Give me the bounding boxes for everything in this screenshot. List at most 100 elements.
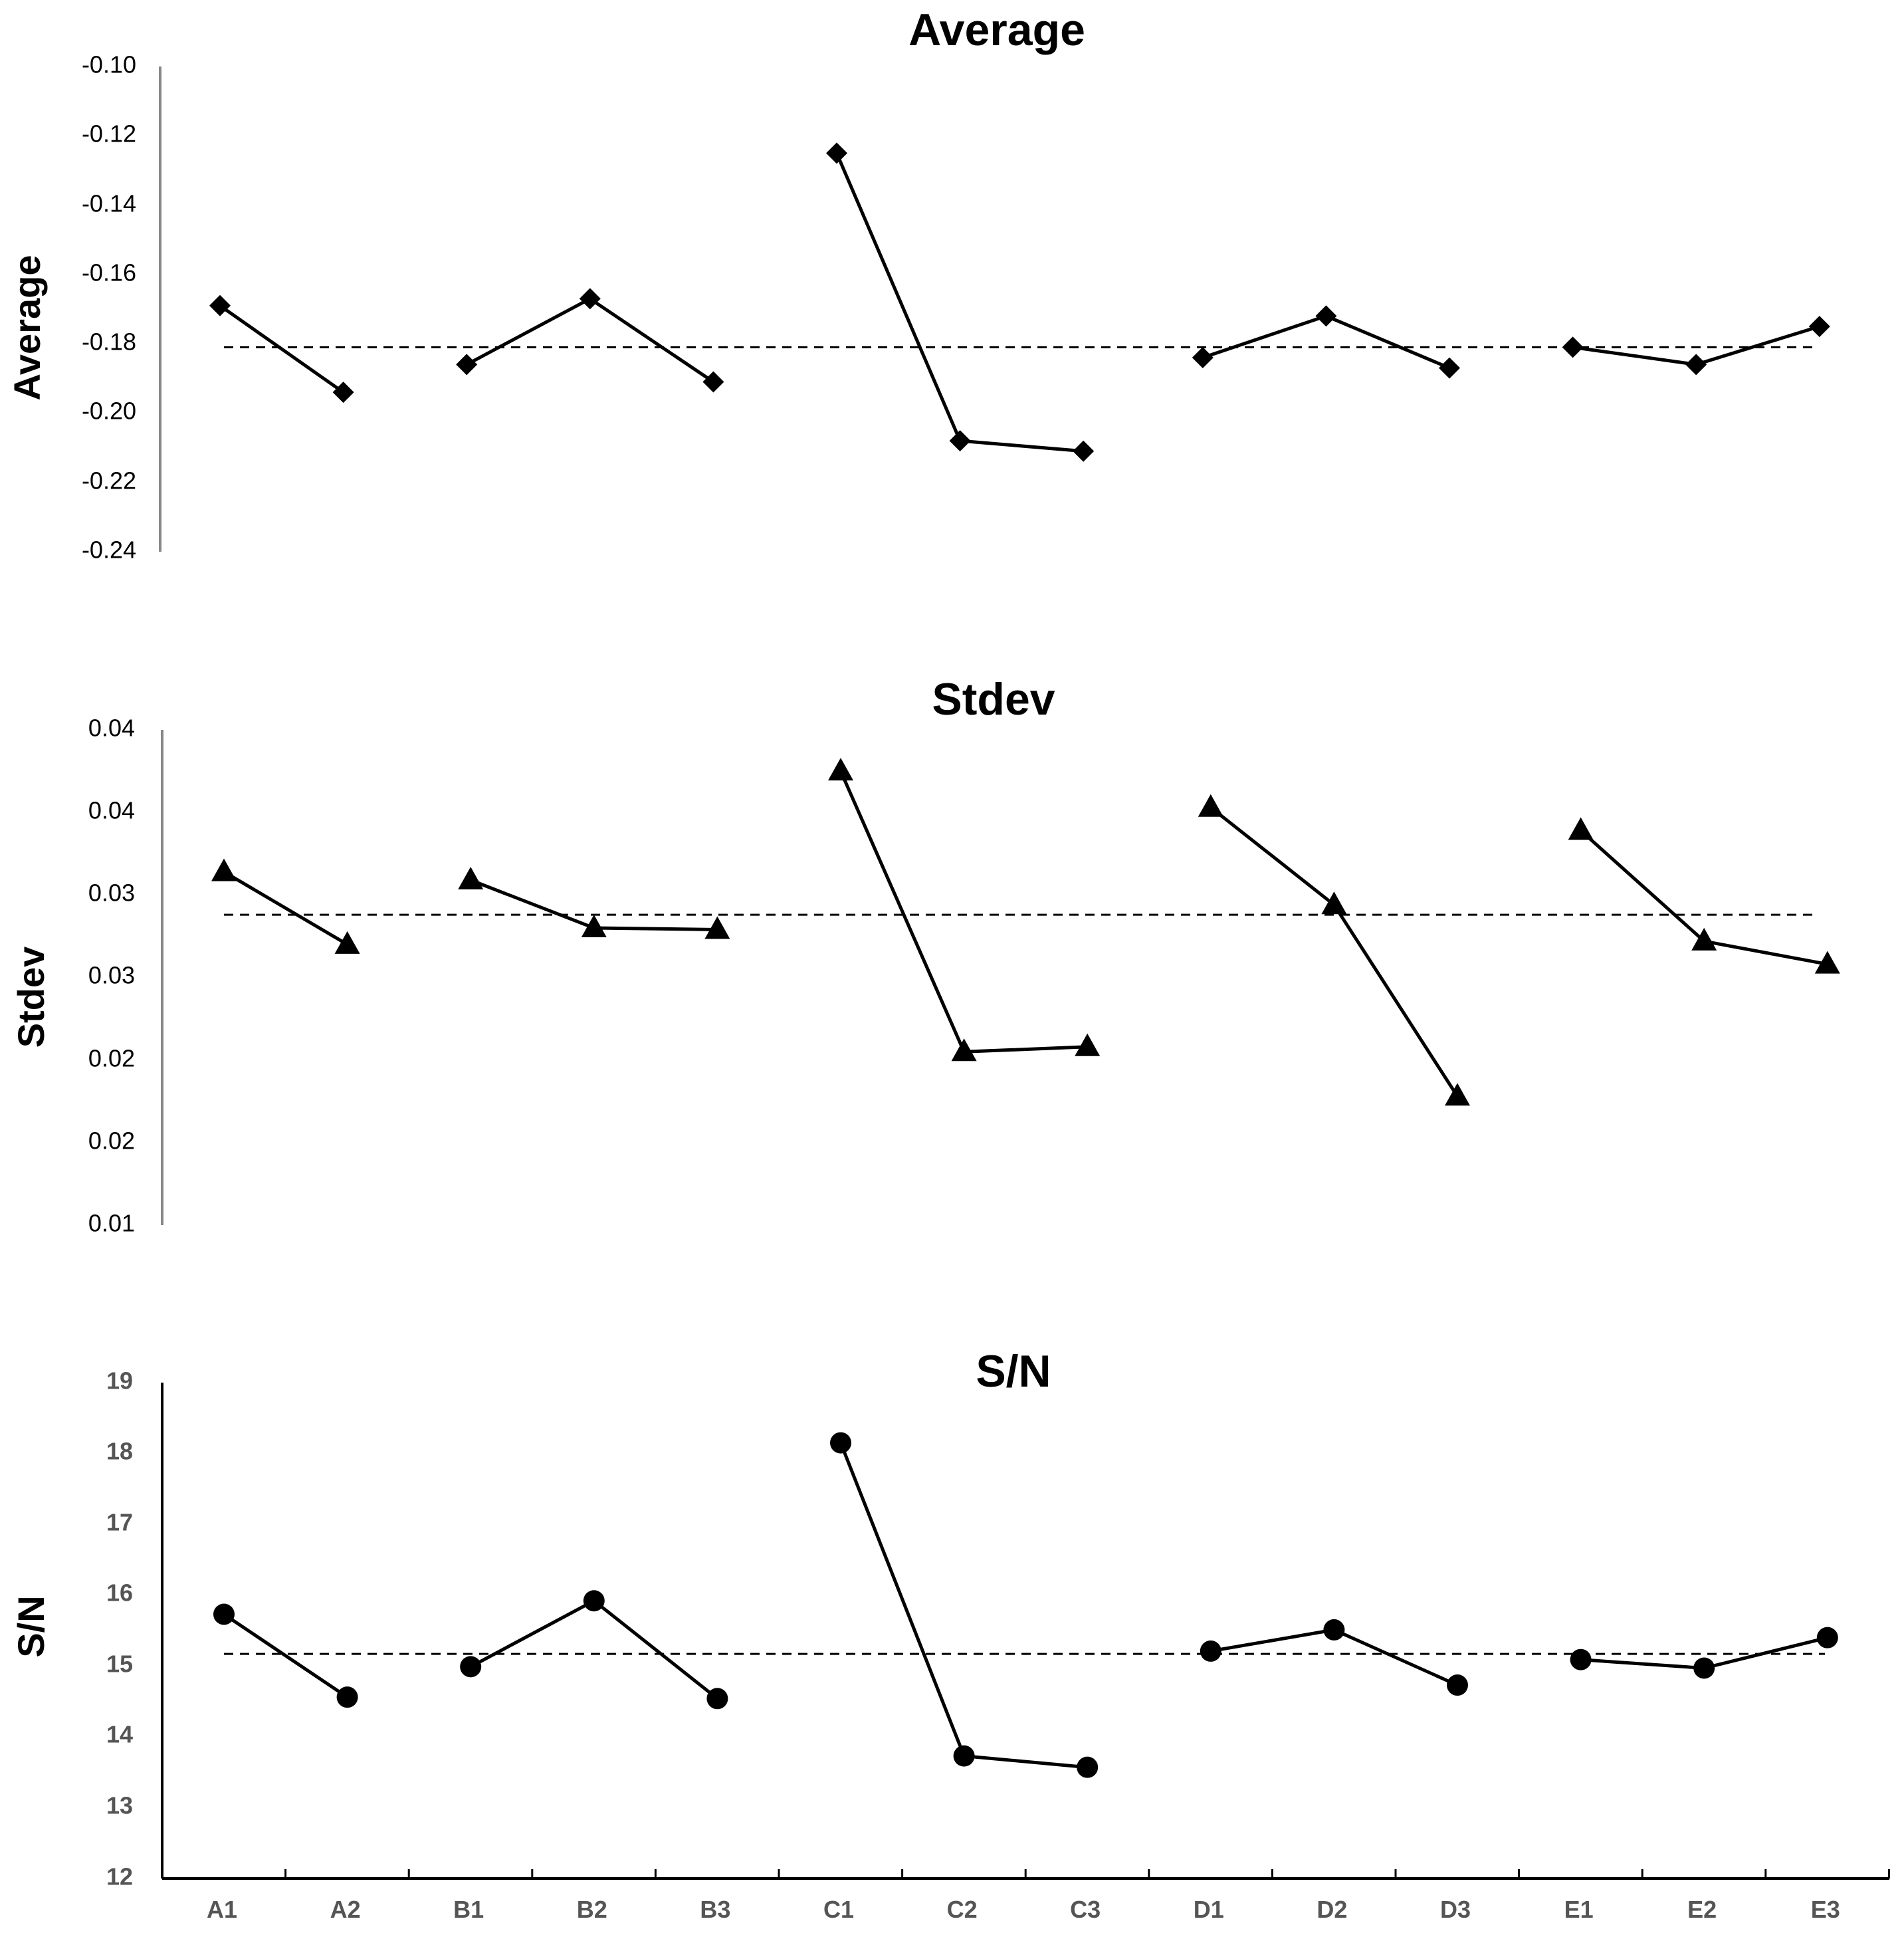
panel-stdev-ytick: 0.04 <box>88 797 135 824</box>
panel-sn-point-C2 <box>953 1745 975 1767</box>
panel-average-series-line-2 <box>835 152 1084 453</box>
panel-sn-point-B3 <box>706 1688 728 1710</box>
panel-average-ytick: -0.14 <box>82 190 136 217</box>
panel-sn-point-D3 <box>1447 1674 1468 1696</box>
panel-stdev-ytick: 0.02 <box>88 1045 135 1072</box>
panel-average-point-B2 <box>579 288 601 310</box>
panel-average-series-line-1 <box>466 296 714 384</box>
panel-sn-series-line-2 <box>839 1442 1088 1769</box>
panel-average-point-E1 <box>1562 336 1584 358</box>
panel-stdev-point-D1 <box>1198 794 1223 817</box>
panel-sn-xtick-label: B1 <box>453 1896 484 1923</box>
panel-average-point-A1 <box>209 294 231 316</box>
panel-sn-xtick-label: B2 <box>577 1896 607 1923</box>
panel-sn-ytick: 19 <box>106 1367 133 1395</box>
panel-sn-plot <box>213 1432 1838 1778</box>
panel-sn-xtick-label: C1 <box>823 1896 854 1923</box>
panel-stdev-ytick: 0.03 <box>88 962 135 989</box>
panel-sn-xticks: A1 A2 B1 B2 B3 C1 C2 C3 D1 D2 D3 E1 E2 E3 <box>161 1869 1890 1923</box>
panel-sn-series-line-0 <box>223 1613 348 1699</box>
panel-sn-ytick: 15 <box>106 1651 133 1678</box>
panel-average-series-line-0 <box>219 304 345 394</box>
panel-average-point-C3 <box>1073 440 1095 462</box>
panel-average-ytick: -0.10 <box>82 51 136 78</box>
panel-stdev-point-C3 <box>1075 1033 1101 1056</box>
panel-stdev-point-B1 <box>458 866 484 889</box>
panel-sn-point-A1 <box>213 1603 235 1625</box>
panel-stdev-point-C2 <box>951 1038 977 1062</box>
panel-stdev-title: Stdev <box>932 674 1055 725</box>
panel-sn-xtick-label: E2 <box>1687 1896 1717 1923</box>
panel-sn-series-line-1 <box>470 1599 718 1700</box>
panel-sn-point-B2 <box>583 1590 605 1612</box>
panel-sn-xtick-label: C3 <box>1070 1896 1101 1923</box>
panel-sn-title: S/N <box>976 1346 1051 1397</box>
panel-average-point-E2 <box>1685 354 1707 376</box>
panel-sn-ylabel: S/N <box>10 1595 52 1657</box>
panel-stdev-ylabel: Stdev <box>10 947 52 1048</box>
panel-sn-xtick-label: D3 <box>1440 1896 1471 1923</box>
panel-average-point-C1 <box>826 142 847 164</box>
panel-stdev-ytick: 0.03 <box>88 879 135 907</box>
panel-average-ytick: -0.18 <box>82 328 136 356</box>
panel-sn-point-B1 <box>460 1656 482 1678</box>
panel-stdev-point-E2 <box>1691 927 1717 951</box>
panel-average-point-E3 <box>1808 316 1830 338</box>
panel-stdev-point-A2 <box>334 931 360 954</box>
panel-average-point-B1 <box>456 354 478 376</box>
panel-stdev-point-B3 <box>704 916 730 939</box>
panel-stdev: Stdev Stdev 0.04 0.04 0.03 0.03 0.02 0.0… <box>10 674 1840 1237</box>
panel-stdev-point-C1 <box>828 758 853 781</box>
panel-average-ylabel: Average <box>6 255 48 401</box>
panel-average-point-D3 <box>1439 357 1460 379</box>
panel-stdev-ytick: 0.02 <box>88 1127 135 1155</box>
panel-sn-point-E1 <box>1570 1649 1592 1670</box>
panel-average-point-A2 <box>332 382 354 403</box>
panel-sn-ytick: 14 <box>106 1721 133 1748</box>
panel-average-point-C2 <box>949 430 971 452</box>
panel-average-point-B3 <box>702 371 724 393</box>
panel-sn-point-C3 <box>1077 1756 1099 1778</box>
panel-average-point-D1 <box>1192 347 1214 368</box>
panel-average-plot <box>209 142 1830 462</box>
panel-sn: S/N S/N 19 18 17 16 15 14 13 12 A1 A2 B1 B2… <box>10 1346 1890 1923</box>
panel-average: Average Average -0.10 -0.12 -0.14 -0.16 … <box>6 5 1830 564</box>
panel-stdev-point-E3 <box>1814 951 1840 974</box>
panel-average-ytick: -0.16 <box>82 259 136 286</box>
panel-sn-point-C1 <box>830 1432 851 1454</box>
panel-sn-ytick: 18 <box>106 1438 133 1465</box>
panel-sn-xtick-label: A2 <box>330 1896 361 1923</box>
panel-stdev-point-B2 <box>581 915 607 937</box>
panel-stdev-ytick: 0.01 <box>88 1210 135 1237</box>
panel-average-ytick: -0.12 <box>82 120 136 148</box>
panel-sn-xtick-label: A1 <box>207 1896 237 1923</box>
panel-stdev-series-line-2 <box>839 770 1088 1054</box>
panel-sn-point-D1 <box>1200 1640 1221 1662</box>
panel-sn-xtick-label: E1 <box>1564 1896 1594 1923</box>
panel-average-ytick: -0.20 <box>82 398 136 425</box>
panel-stdev-series-line-3 <box>1210 806 1459 1097</box>
panel-sn-xtick-label: D1 <box>1194 1896 1224 1923</box>
panel-sn-point-A2 <box>336 1686 358 1708</box>
panel-stdev-plot <box>211 758 1840 1106</box>
panel-sn-point-E3 <box>1816 1627 1838 1649</box>
panel-stdev-point-E1 <box>1568 817 1594 840</box>
panel-stdev-point-A1 <box>211 858 237 881</box>
panel-sn-point-D2 <box>1323 1619 1345 1641</box>
panel-sn-xtick-label: C2 <box>947 1896 978 1923</box>
panel-sn-ytick: 17 <box>106 1509 133 1536</box>
panel-average-point-D2 <box>1315 305 1337 327</box>
panel-sn-ytick: 12 <box>106 1863 133 1890</box>
panel-sn-ytick: 13 <box>106 1792 133 1819</box>
panel-stdev-point-D2 <box>1321 891 1347 915</box>
panel-average-ytick: -0.22 <box>82 467 136 495</box>
panel-stdev-ytick: 0.04 <box>88 715 135 742</box>
panel-average-ytick: -0.24 <box>82 536 136 564</box>
panel-sn-point-E2 <box>1693 1657 1715 1679</box>
panel-sn-xtick-label: E3 <box>1811 1896 1840 1923</box>
panel-sn-xtick-label: D2 <box>1317 1896 1347 1923</box>
panel-stdev-point-D3 <box>1445 1083 1470 1106</box>
panel-sn-ytick: 16 <box>106 1579 133 1607</box>
